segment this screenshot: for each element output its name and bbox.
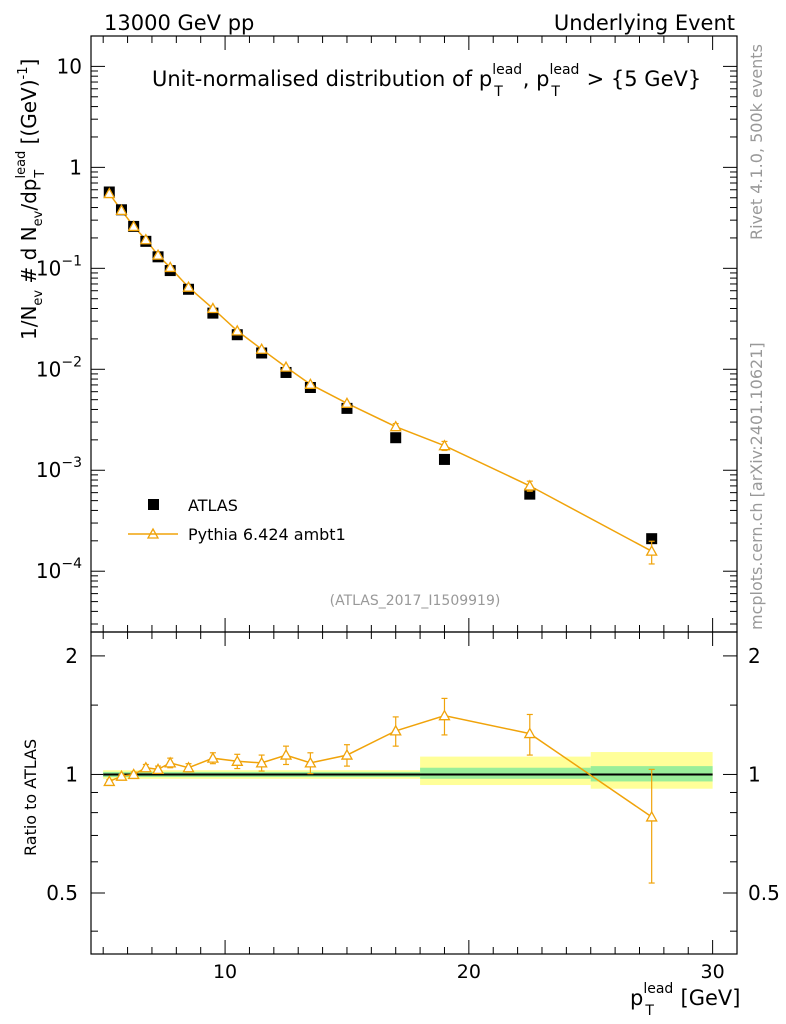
mc-point — [645, 544, 658, 556]
ratio-point — [523, 727, 536, 739]
mc-point — [279, 360, 293, 372]
data-point — [280, 366, 292, 378]
mc-point — [103, 187, 116, 199]
data-point — [390, 432, 402, 444]
x-tick-label: 30 — [701, 961, 725, 983]
ratio-point — [438, 709, 451, 721]
x-tick-label: 20 — [457, 961, 481, 983]
ratio-y-tick-label-right: 2 — [748, 644, 761, 668]
plot-title: Unit-normalised distribution of plead T, … — [152, 62, 701, 100]
y-tick-label: 10−3 — [36, 455, 82, 482]
ratio-band-inner — [420, 767, 591, 779]
ratio-y-tick-label-right: 1 — [748, 762, 761, 786]
data-point — [341, 402, 353, 414]
ratio-y-tick-label: 1 — [65, 762, 78, 786]
ratio-point — [231, 754, 244, 766]
mc-point — [255, 342, 268, 354]
main-panel-marks — [103, 186, 658, 565]
ratio-y-tick-label: 2 — [65, 644, 78, 668]
ratio-panel-frame — [90, 631, 738, 955]
ratio-y-tick-label: 0.5 — [46, 881, 78, 905]
y-tick-label: 1 — [69, 155, 82, 179]
ratio-point — [340, 748, 354, 760]
y-tick-label: 10−2 — [36, 354, 82, 381]
ratio-point — [151, 763, 165, 775]
mc-point — [340, 396, 354, 408]
legend-marker-data — [148, 499, 159, 510]
x-axis-label: plead T [GeV] — [630, 981, 741, 1019]
ratio-point — [139, 761, 152, 773]
y-axis-label-ratio: Ratio to ATLAS — [21, 739, 40, 856]
legend: ATLAS Pythia 6.424 ambt1 — [128, 496, 346, 544]
axis-ticks: 10 20 30 10 1 10−1 10−2 10−3 10−4 2 2 1 1 0.5 0.5 — [36, 35, 780, 983]
ratio-point — [279, 748, 293, 760]
rivet-label: Rivet 4.1.0, 500k events — [747, 44, 766, 240]
ratio-point — [255, 756, 268, 768]
mc-point — [182, 280, 195, 292]
energy-label: 13000 GeV pp — [104, 11, 254, 35]
analysis-id: (ATLAS_2017_I1509919) — [330, 593, 501, 609]
ratio-point — [182, 761, 195, 773]
ratio-panel-marks — [103, 697, 658, 884]
mc-point — [304, 377, 317, 389]
x-tick-label: 10 — [213, 961, 237, 983]
mc-point — [231, 324, 244, 336]
data-point — [438, 453, 450, 465]
y-tick-label: 10−4 — [36, 556, 82, 583]
legend-marker-mc — [146, 527, 160, 539]
legend-label-mc: Pythia 6.424 ambt1 — [188, 525, 346, 544]
ratio-point — [103, 775, 116, 787]
mc-point — [127, 220, 140, 232]
mc-point — [438, 439, 451, 451]
mc-point — [139, 233, 152, 245]
mc-point — [151, 248, 165, 260]
process-label: Underlying Event — [554, 11, 735, 35]
ratio-point — [389, 724, 402, 736]
ratio-point — [206, 751, 219, 763]
mc-point — [389, 420, 402, 432]
ratio-uncertainty-band — [103, 752, 713, 789]
ratio-point — [115, 769, 128, 781]
data-point — [646, 533, 658, 545]
mcplots-label: mcplots.cern.ch [arXiv:2401.10621] — [747, 342, 766, 630]
y-tick-label: 10 — [57, 54, 82, 78]
legend-label-data: ATLAS — [188, 496, 238, 515]
ratio-point — [127, 768, 140, 780]
mc-point — [206, 302, 219, 314]
y-tick-label: 10−1 — [36, 253, 82, 280]
ratio-point — [645, 810, 658, 822]
ratio-point — [304, 756, 317, 768]
mc-point — [523, 479, 536, 491]
y-axis-label-main: 1/Nev # d Nev/dplead T [(GeV)-1] — [14, 59, 48, 340]
data-point — [524, 488, 536, 500]
ratio-point — [164, 756, 177, 768]
mc-point — [115, 204, 128, 216]
mc-point — [164, 261, 177, 273]
ratio-y-tick-label-right: 0.5 — [748, 881, 780, 905]
